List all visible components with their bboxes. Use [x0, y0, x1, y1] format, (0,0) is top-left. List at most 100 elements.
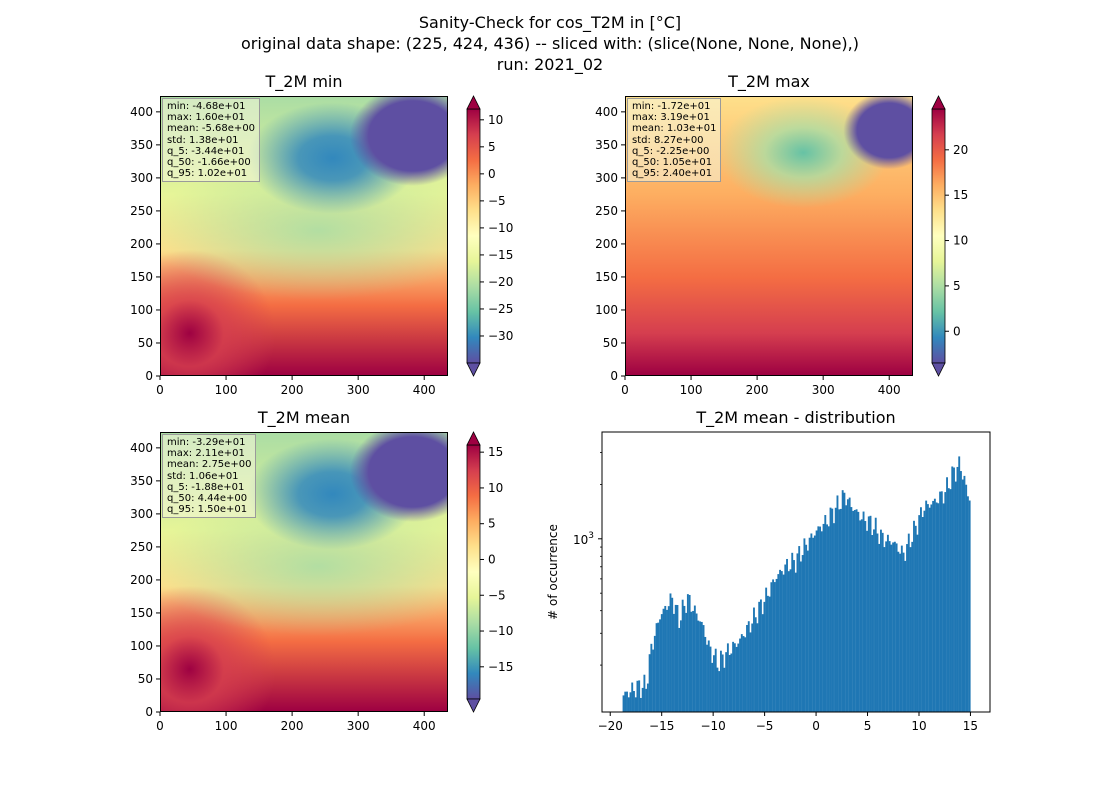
histogram-bar — [749, 632, 752, 712]
histogram-bar — [650, 643, 653, 712]
histogram-bar — [787, 571, 790, 712]
histogram-bar — [653, 635, 656, 712]
histogram-bar — [648, 654, 651, 712]
histogram-bar — [812, 537, 815, 712]
histogram-bar — [906, 544, 908, 712]
histogram-bar — [634, 697, 637, 712]
histogram-bar — [833, 523, 835, 712]
histogram-bar — [913, 520, 915, 712]
histogram-bar — [942, 503, 945, 712]
histogram-bar — [839, 508, 842, 712]
histogram-bar — [678, 627, 681, 712]
histogram-bar — [746, 624, 748, 712]
histogram-bar — [664, 605, 667, 712]
histogram-bar — [876, 533, 879, 712]
histogram-bar — [857, 511, 860, 712]
histogram-bar — [916, 534, 919, 712]
histogram-bar — [866, 530, 868, 712]
x-tick-label: −5 — [756, 719, 774, 733]
heatmap-max: min: -1.72e+01 max: 3.19e+01 mean: 1.03e+0… — [625, 96, 913, 376]
histogram-bar — [685, 612, 688, 712]
histogram-bar — [723, 667, 726, 712]
x-tick-label: 10 — [911, 719, 926, 733]
histogram-bar — [907, 533, 910, 712]
histogram-bar — [873, 529, 875, 712]
x-tick-label: 0 — [812, 719, 820, 733]
histogram-bar — [893, 541, 896, 712]
histogram-bar — [878, 543, 881, 712]
histogram-bar — [808, 537, 811, 712]
histogram-bar — [799, 561, 802, 712]
histogram-bar — [784, 564, 787, 712]
histogram-bar — [810, 533, 813, 712]
histogram-bar — [773, 582, 776, 712]
heatmap-min: min: -4.68e+01 max: 1.60e+01 mean: -5.68e+… — [160, 96, 448, 376]
stats-box-min: min: -4.68e+01 max: 1.60e+01 mean: -5.68e+… — [162, 98, 261, 183]
histogram-bar — [692, 610, 695, 712]
histogram-bar — [659, 619, 661, 712]
stat-line: max: 3.19e+01 — [632, 112, 710, 124]
histogram-bar — [660, 614, 663, 712]
histogram-bar — [683, 605, 686, 712]
histogram-bar — [803, 538, 806, 712]
histogram-bar — [690, 611, 693, 712]
histogram-bar — [925, 500, 928, 712]
histogram-bar — [946, 477, 948, 712]
histogram-bar — [909, 547, 912, 712]
stat-line: q_5: -2.25e+00 — [632, 145, 710, 157]
histogram-bar — [652, 649, 655, 712]
stat-line: min: -4.68e+01 — [167, 101, 246, 112]
panel-title-distribution: T_2M mean - distribution — [696, 408, 896, 427]
y-tick-label: 103 — [573, 531, 594, 547]
histogram-bar — [963, 475, 966, 712]
histogram-bar — [867, 516, 870, 712]
histogram-bar — [636, 680, 639, 712]
histogram-bar — [961, 479, 964, 712]
histogram-bar — [836, 495, 839, 712]
histogram-bar — [881, 532, 884, 712]
histogram-bar — [845, 505, 848, 712]
histogram-bar — [706, 644, 708, 712]
histogram-bar — [939, 491, 942, 712]
histogram-bar — [697, 620, 700, 712]
histogram-bar — [765, 587, 768, 712]
histogram-bar — [674, 604, 677, 712]
histogram-bar — [638, 680, 641, 712]
histogram-bar — [639, 697, 642, 712]
histogram-bar — [935, 502, 938, 712]
figure-title-line-3: run: 2021_02 — [496, 55, 604, 74]
histogram-bar — [862, 511, 865, 712]
stat-line: q_50: 4.44e+00 — [167, 493, 248, 505]
figure-title-line-1: Sanity-Check for cos_T2M in [°C] — [418, 13, 682, 32]
histogram-bar — [841, 490, 844, 712]
histogram-bar — [768, 596, 771, 712]
panel-title-min: T_2M min — [265, 72, 343, 91]
histogram-bar — [688, 594, 691, 712]
histogram-bar — [725, 652, 728, 712]
histogram-bar — [798, 546, 801, 712]
histogram-bar — [627, 697, 630, 712]
histogram-bar — [679, 620, 682, 712]
histogram-bar — [871, 535, 874, 712]
histogram-bar — [759, 599, 762, 712]
histogram-bar — [838, 509, 841, 712]
histogram-bar — [864, 521, 867, 712]
histogram-bar — [801, 555, 804, 712]
stat-line: std: 8.27e+00 — [632, 134, 704, 146]
histogram-bar — [754, 617, 757, 712]
histogram-bar — [956, 466, 959, 712]
histogram-bar — [673, 613, 675, 712]
histogram-bar — [786, 558, 788, 712]
histogram-bar — [815, 530, 818, 712]
histogram-bar — [753, 607, 755, 712]
histogram-bar — [920, 507, 922, 712]
histogram-bar — [711, 662, 714, 712]
histogram-bar — [671, 597, 674, 712]
x-tick-label: −20 — [598, 719, 623, 733]
histogram-bar — [766, 595, 769, 712]
histogram-bar — [888, 541, 891, 712]
histogram-bar — [892, 542, 895, 712]
histogram-bar — [796, 553, 799, 712]
stat-line: q_95: 1.02e+01 — [167, 168, 248, 180]
histogram-bar — [742, 636, 745, 712]
